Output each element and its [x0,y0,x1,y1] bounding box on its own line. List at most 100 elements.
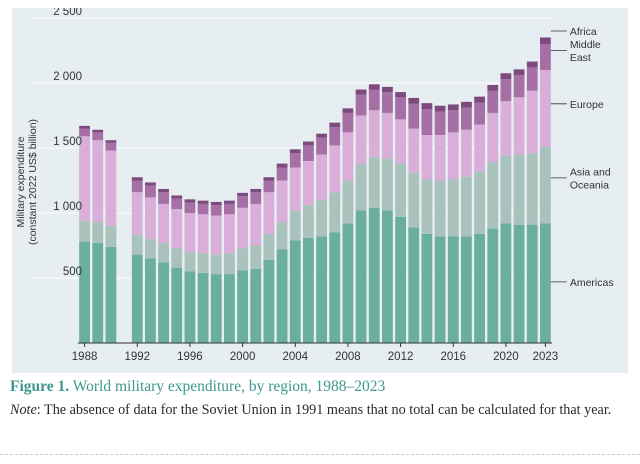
bar-segment [263,233,275,260]
figure-caption: Figure 1. World military expenditure, by… [10,378,630,421]
bar-segment [368,89,380,111]
bar-segment [303,161,314,206]
bar-segment [303,205,314,238]
bar-segment [250,245,262,269]
bar-segment [408,172,420,228]
bar-segment [487,162,499,229]
bar-segment [105,246,117,343]
bar-segment [355,94,367,116]
bar-segment [237,207,248,249]
x-tick-label: 2008 [335,351,361,363]
x-tick-label: 2023 [533,351,559,363]
legend-label: Asia and [570,166,611,178]
legend-label: East [570,52,591,64]
bar-segment [540,223,551,343]
bar-segment [210,254,222,275]
bar-segment [303,145,314,161]
bar-segment [184,271,196,343]
bar-segment [92,242,104,343]
legend-label: Africa [570,26,597,38]
bar-segment [197,214,209,254]
bar-segment [289,153,301,168]
bar-segment [368,207,380,343]
bar-segment [500,79,512,102]
x-tick-label: 2016 [440,351,466,363]
bar-segment [79,241,90,343]
bar-segment [355,163,367,211]
bar-segment [171,195,183,199]
bar-segment [276,180,288,223]
bar-segment [105,140,117,143]
bar-segment [395,92,406,98]
bar-segment [526,224,538,343]
bar-segment [79,128,90,137]
bar-segment [210,215,222,255]
bar-segment [276,163,288,168]
bar-segment [329,192,341,233]
bar-segment [447,110,459,133]
bar-segment [434,180,446,237]
figure-label: Figure 1. [10,378,70,395]
bar-segment [79,125,90,129]
bar-segment [250,268,262,343]
note-text: : The absence of data for the Soviet Uni… [36,402,612,418]
bar-segment [395,163,406,217]
bar-segment [237,192,248,197]
legend-label: Middle [570,39,601,51]
bar-segment [250,188,262,193]
y-tick-label: 500 [63,266,82,278]
bar-segment [289,210,301,241]
bar-segment [158,242,169,263]
bar-segment [263,192,275,234]
bar-segment [197,272,209,343]
bar-segment [513,224,525,343]
bar-segment [434,105,446,112]
bar-segment [263,180,275,193]
bar-segment [224,203,235,215]
bar-segment [447,179,459,237]
bar-segment [250,192,262,204]
bar-segment [171,248,183,268]
legend-label: Americas [570,277,614,289]
bar-segment [184,213,196,252]
bar-segment [382,210,393,343]
bar-segment [171,198,183,210]
bar-segment [145,239,156,259]
y-tick-label: 1 000 [53,201,82,213]
bar-segment [500,101,512,156]
bar-segment [540,146,551,224]
bar-segment [276,249,288,343]
bar-segment [421,179,433,234]
bar-segment [289,167,301,211]
figure-note: Note: The absence of data for the Soviet… [10,400,630,421]
bar-segment [276,167,288,181]
bar-segment [408,227,420,343]
bar-segment [461,129,472,177]
bar-segment [461,236,472,343]
bar-segment [540,44,551,70]
bar-segment [500,73,512,80]
legend-label: Oceania [570,179,609,191]
bar-segment [289,240,301,343]
bar-segment [540,37,551,44]
bar-segment [408,128,420,173]
bar-segment [329,122,341,128]
bar-segment [276,222,288,250]
bar-segment [316,133,327,138]
figure-title: Figure 1. World military expenditure, by… [10,378,630,396]
bar-segment [171,209,183,249]
legend-label: Europe [570,99,604,111]
x-tick-label: 2004 [282,351,308,363]
bar-segment [131,235,143,255]
bar-segment [382,112,393,159]
bar-segment [526,153,538,225]
bar-segment [210,201,222,206]
bar-segment [316,137,327,155]
x-tick-label: 1996 [177,351,203,363]
bar-segment [408,103,420,129]
bar-segment [395,97,406,120]
bar-segment [92,222,104,243]
bar-segment [145,185,156,198]
bar-segment [92,132,104,141]
